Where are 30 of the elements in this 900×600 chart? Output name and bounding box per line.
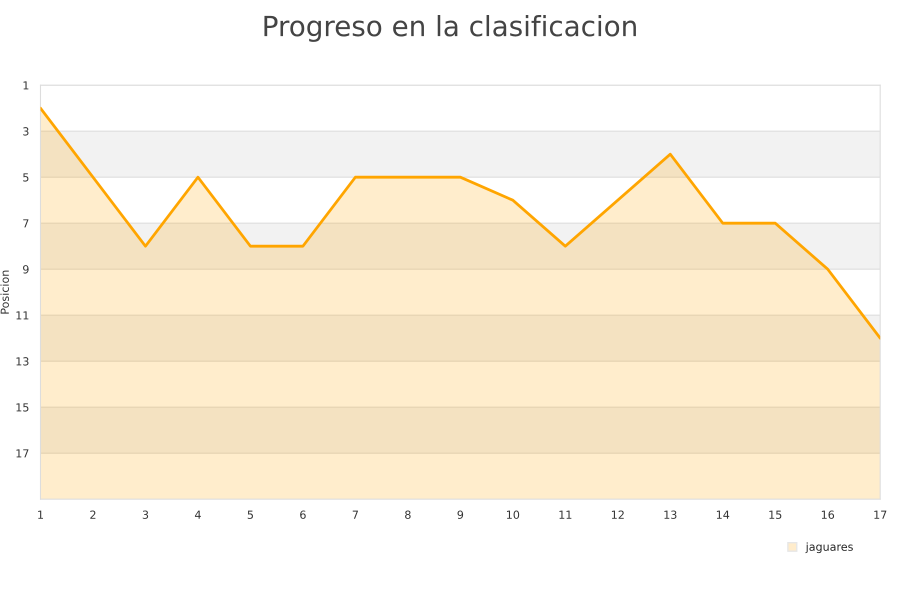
x-tick-label: 6: [300, 510, 306, 519]
x-tick-label: 11: [559, 510, 572, 519]
y-tick-label: 3: [23, 127, 28, 136]
x-tick-label: 17: [874, 510, 886, 519]
x-tick-label: 2: [90, 510, 96, 519]
y-tick-label: 17: [16, 449, 28, 458]
x-tick-label: 14: [716, 510, 730, 519]
x-tick-label: 7: [352, 510, 358, 519]
line-series: [40, 106, 880, 340]
y-tick-label: 5: [23, 173, 28, 182]
x-tick-label: 15: [769, 510, 782, 519]
x-tick-label: 5: [248, 510, 253, 519]
x-tick-label: 1: [38, 510, 44, 519]
x-tick-label: 8: [405, 510, 411, 519]
x-tick-label: 16: [822, 510, 834, 519]
y-tick-label: 11: [16, 311, 28, 320]
y-axis-title: Posicion: [0, 270, 9, 314]
legend-label: jaguares: [805, 542, 853, 554]
x-tick-label: 4: [194, 510, 201, 519]
y-tick-label: 7: [23, 219, 28, 228]
y-tick-label: 13: [16, 357, 28, 366]
x-tick-label: 12: [612, 510, 624, 519]
x-tick-label: 13: [664, 510, 676, 519]
y-tick-label: 1: [24, 81, 28, 90]
chart-title: Progreso en la clasificacion: [264, 15, 636, 42]
y-tick-label: 15: [16, 403, 28, 412]
x-tick-label: 10: [506, 510, 520, 519]
x-tick-label: 3: [142, 510, 148, 519]
y-tick-label: 9: [23, 265, 29, 274]
x-tick-label: 9: [458, 510, 464, 519]
